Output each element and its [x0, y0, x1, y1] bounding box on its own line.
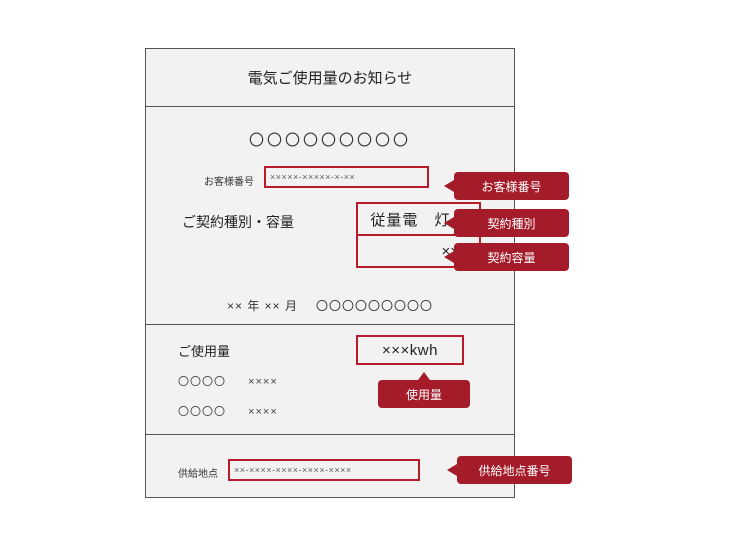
usage-row1-x: ××××: [248, 376, 278, 388]
usage-row2-o: 〇〇〇〇: [178, 406, 226, 418]
date-row: ×× 年 ×× 月 〇〇〇〇〇〇〇〇〇: [146, 297, 514, 314]
usage-box: ×××kwh: [356, 335, 464, 365]
callout-tail-icon: [444, 217, 454, 229]
callout-customer-number-label: お客様番号: [481, 178, 541, 195]
callout-tail-icon: [444, 180, 454, 192]
supply-point-box: ××-××××-××××-××××-××××: [228, 459, 420, 481]
callout-supply-point-number-label: 供給地点番号: [478, 462, 550, 479]
title-text: 電気ご使用量のお知らせ: [248, 67, 413, 88]
callout-supply-point-number: 供給地点番号: [457, 456, 572, 484]
customer-number-label: お客様番号: [204, 173, 254, 188]
contract-type-capacity-label: ご契約種別・容量: [182, 212, 294, 232]
callout-usage-label: 使用量: [406, 386, 442, 403]
callout-contract-type: 契約種別: [454, 209, 569, 237]
usage-row1-o: 〇〇〇〇: [178, 376, 226, 388]
usage-detail-row-1: 〇〇〇〇 ××××: [178, 373, 278, 389]
callout-contract-capacity-label: 契約容量: [487, 249, 535, 266]
date-year-month: ×× 年 ×× 月: [227, 297, 298, 314]
customer-number-box: ×××××-×××××-×-××: [264, 166, 429, 188]
usage-label: ご使用量: [178, 341, 230, 360]
section-title: 電気ご使用量のお知らせ: [146, 49, 514, 107]
callout-usage: 使用量: [378, 380, 470, 408]
callout-contract-type-label: 契約種別: [487, 215, 535, 232]
notice-sheet: 電気ご使用量のお知らせ 〇〇〇〇〇〇〇〇〇 お客様番号 ×××××-×××××-…: [145, 48, 515, 498]
callout-contract-capacity: 契約容量: [454, 243, 569, 271]
usage-row2-x: ××××: [248, 406, 278, 418]
usage-detail-row-2: 〇〇〇〇 ××××: [178, 403, 278, 419]
callout-customer-number: お客様番号: [454, 172, 569, 200]
callout-tail-icon: [447, 464, 457, 476]
usage-value: ×××kwh: [382, 342, 438, 359]
callout-tail-icon: [418, 372, 430, 380]
supply-point-value: ××-××××-××××-××××-××××: [234, 465, 352, 475]
customer-number-value: ×××××-×××××-×-××: [270, 172, 355, 182]
date-circles: 〇〇〇〇〇〇〇〇〇: [316, 297, 433, 314]
placeholder-circles: 〇〇〇〇〇〇〇〇〇: [146, 129, 514, 150]
supply-point-label: 供給地点: [178, 465, 218, 480]
callout-tail-icon: [444, 251, 454, 263]
